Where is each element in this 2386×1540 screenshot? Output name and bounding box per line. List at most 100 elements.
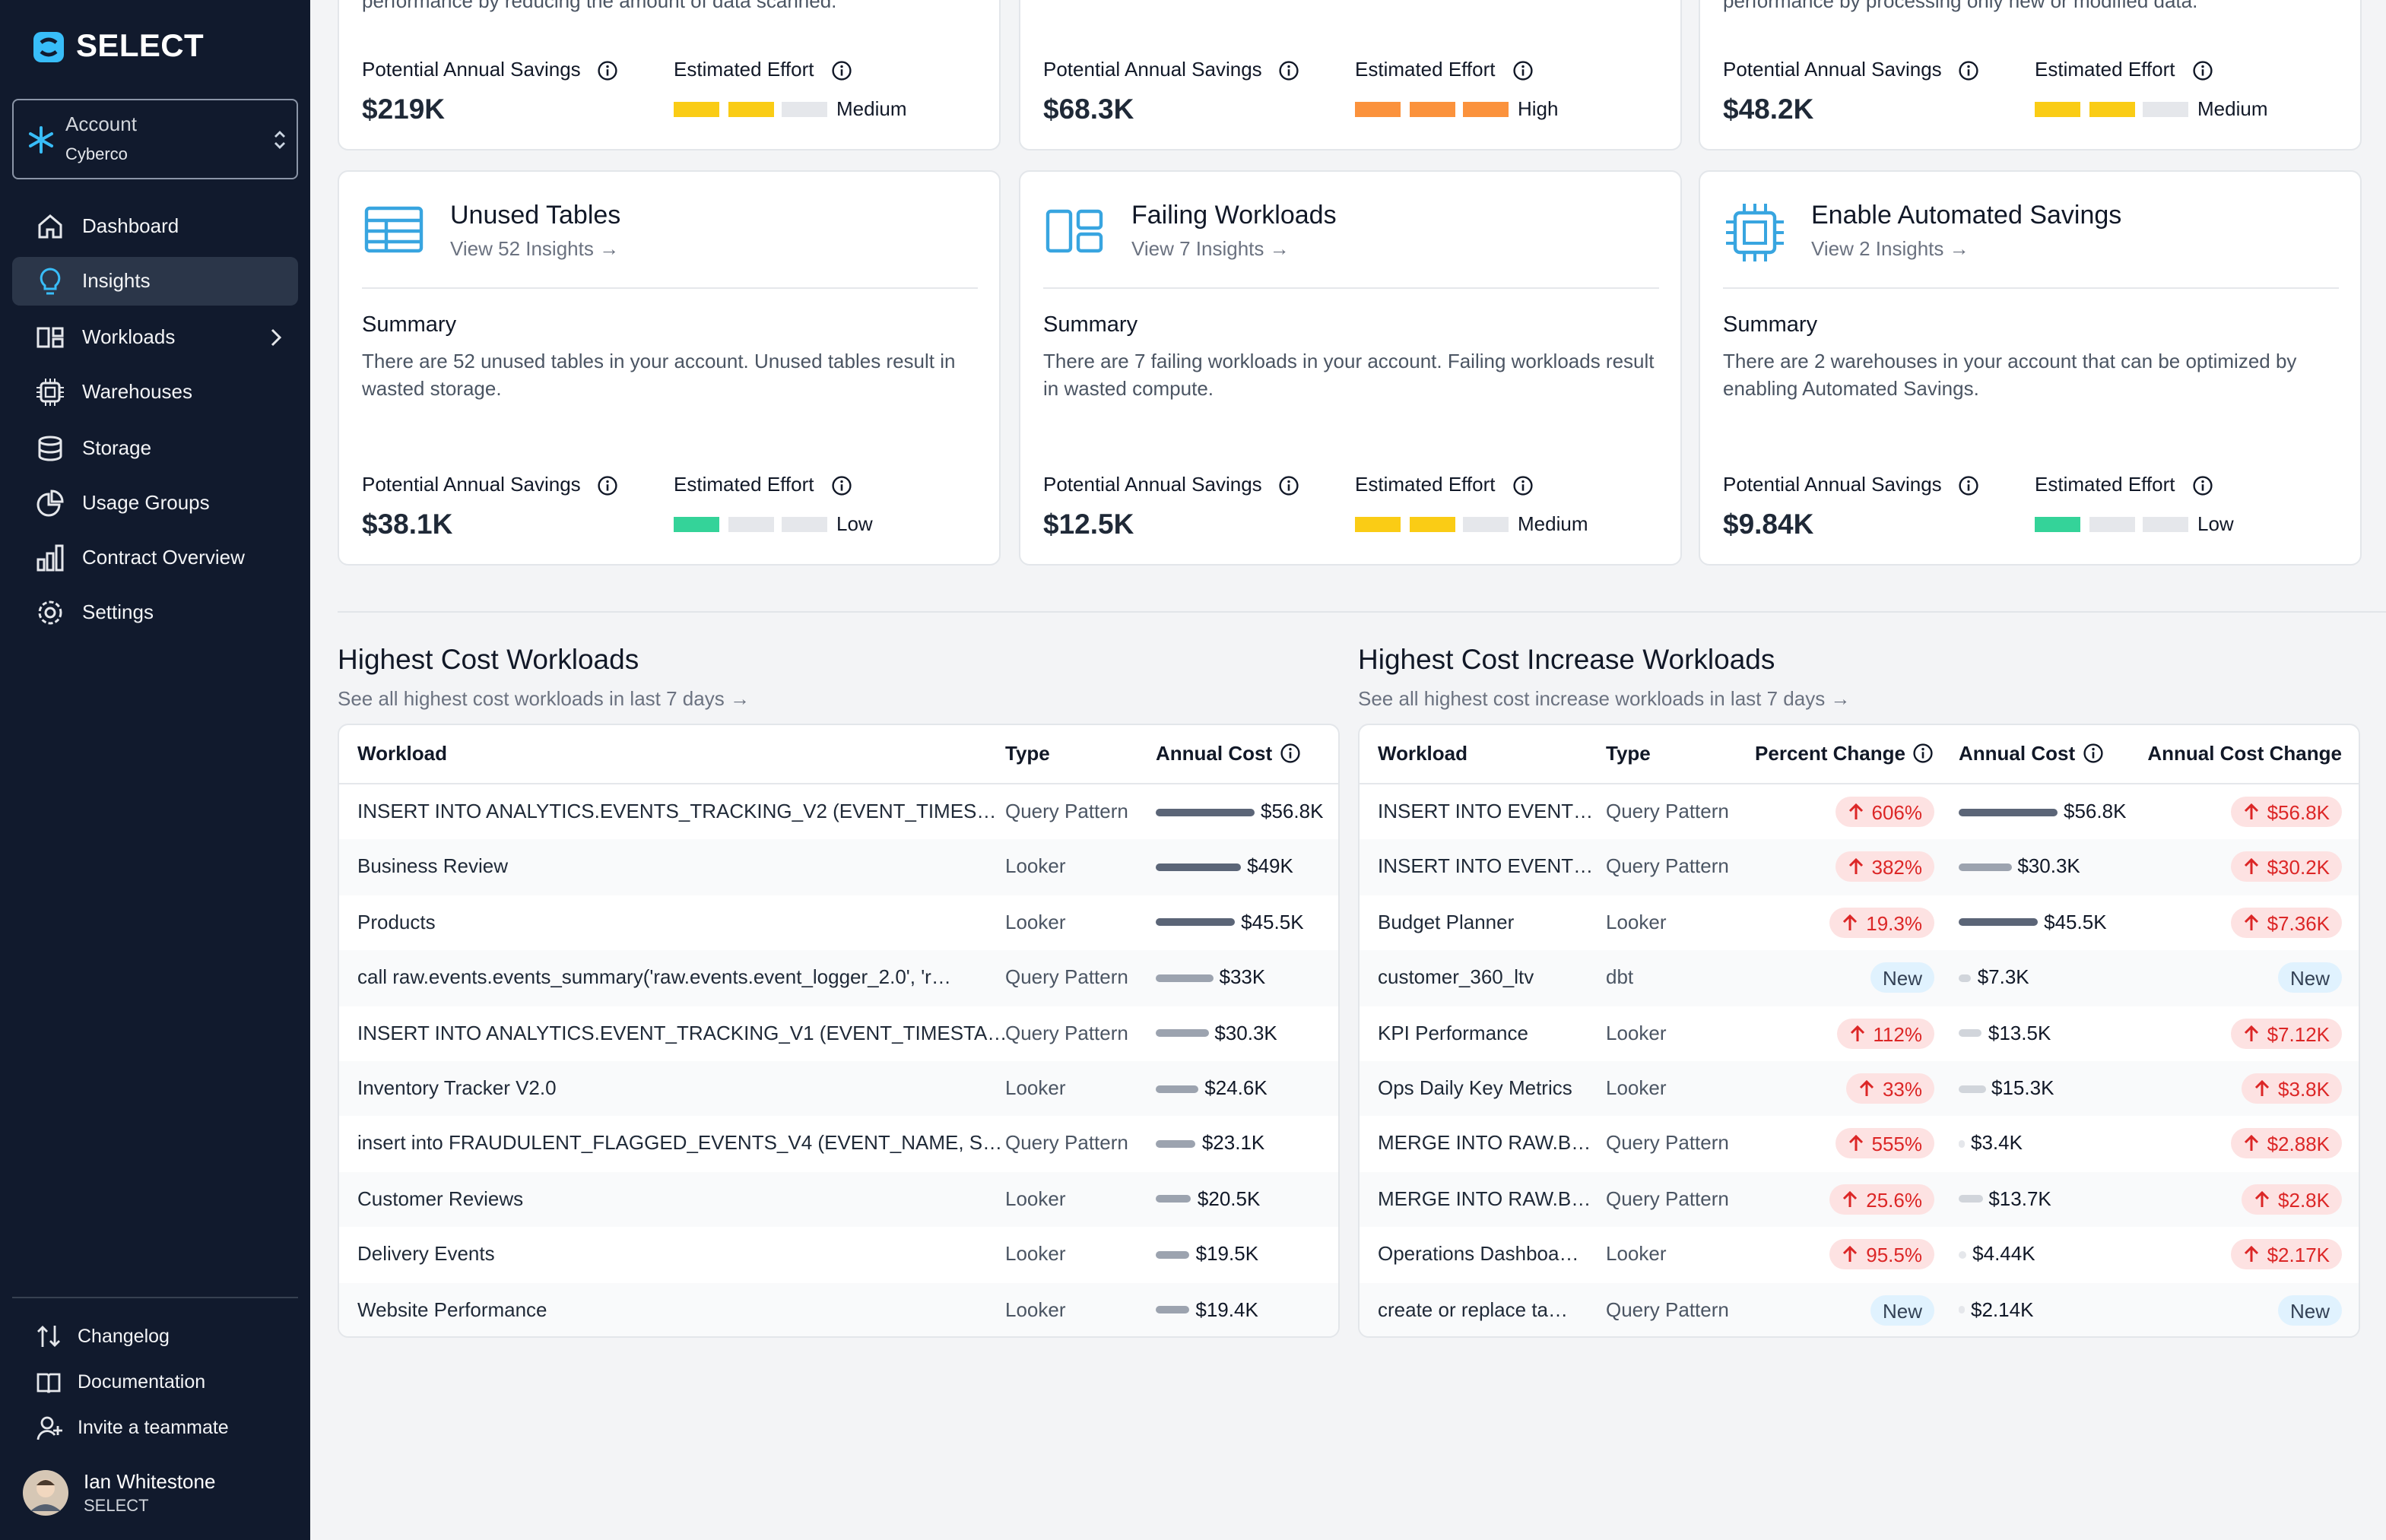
cost-label: $45.5K xyxy=(1241,910,1304,933)
nav-item[interactable]: Storage xyxy=(12,424,298,473)
badge-label: New xyxy=(1882,1299,1922,1323)
header-divider xyxy=(339,783,1338,784)
workload-name[interactable]: Operations Dashboa… xyxy=(1378,1242,1579,1266)
nav-item[interactable]: Settings xyxy=(12,588,298,637)
sidebar: SELECT Account Cyberco Dashboard Insights Wor… xyxy=(0,0,310,1540)
card-link[interactable]: View 52 Insights → xyxy=(450,237,620,260)
cost-bar xyxy=(1156,1029,1209,1038)
workload-name[interactable]: INSERT INTO EVENT… xyxy=(1378,800,1594,822)
card-link[interactable]: View 2 Insights → xyxy=(1811,237,1969,260)
workload-name[interactable]: Products xyxy=(357,910,436,933)
nav-label: Contract Overview xyxy=(82,546,245,569)
effort-segment xyxy=(2089,102,2134,117)
workload-name[interactable]: Business Review xyxy=(357,854,508,878)
insight-card[interactable]: Potential Annual Savings $68.3K Estimated … xyxy=(1019,0,1682,151)
nav-icon xyxy=(36,490,64,517)
table-row: Inventory Tracker V2.0 Looker $24.6K xyxy=(339,1061,1338,1117)
up-arrow xyxy=(2244,1135,2258,1152)
up-arrow xyxy=(2244,858,2258,875)
workload-name[interactable]: Customer Reviews xyxy=(357,1187,524,1210)
workload-name[interactable]: create or replace ta… xyxy=(1378,1298,1569,1321)
effort-segment xyxy=(2035,102,2080,117)
workload-name[interactable]: Delivery Events xyxy=(357,1242,495,1266)
cost-bar xyxy=(1959,1139,1965,1148)
insight-card[interactable]: performance by processing only new or mo… xyxy=(1699,0,2362,151)
nav-item[interactable]: Usage Groups xyxy=(12,479,298,528)
workload-type: Looker xyxy=(1005,1187,1066,1210)
nav-icon xyxy=(38,214,62,239)
change-badge: $56.8K xyxy=(2230,797,2342,827)
column-header-label: Annual Cost xyxy=(1156,742,1273,765)
nav-item[interactable]: Workloads xyxy=(12,313,298,362)
cost-label: $45.5K xyxy=(2044,910,2107,933)
workload-name[interactable]: MERGE INTO RAW.B… xyxy=(1378,1131,1591,1155)
workload-name[interactable]: INSERT INTO ANALYTICS.EVENT_TRACKING_V1 … xyxy=(357,1021,1007,1044)
table-row: Ops Daily Key Metrics Looker 33% $15.3K $3.8… xyxy=(1360,1061,2359,1117)
nav-item[interactable]: Insights xyxy=(12,257,298,306)
badge-label: 606% xyxy=(1871,801,1923,824)
workload-name[interactable]: MERGE INTO RAW.B… xyxy=(1378,1187,1591,1210)
nav-item[interactable]: Contract Overview xyxy=(12,534,298,582)
insight-card[interactable]: Unused Tables View 52 Insights → Summary Th… xyxy=(338,170,1001,566)
column-header-label: Percent Change xyxy=(1755,742,1905,765)
effort-segment xyxy=(1463,517,1509,532)
section-title: Highest Cost Increase Workloads xyxy=(1358,643,1775,675)
workload-type: Query Pattern xyxy=(1606,1131,1729,1155)
nav-label: Warehouses xyxy=(82,380,192,403)
effort-segment xyxy=(782,102,827,117)
effort-segment xyxy=(2143,517,2188,532)
workload-name[interactable]: customer_360_ltv xyxy=(1378,965,1534,989)
workload-name[interactable]: Budget Planner xyxy=(1378,910,1515,933)
summary-heading: Summary xyxy=(1043,313,1138,337)
card-icon xyxy=(1045,209,1103,253)
cost-label: $20.5K xyxy=(1197,1187,1261,1210)
up-arrow xyxy=(2254,1079,2270,1096)
sidebar-divider xyxy=(12,1297,298,1298)
up-arrow xyxy=(2244,1246,2258,1263)
footer-link[interactable]: Documentation xyxy=(12,1364,298,1400)
insight-card[interactable]: performance by reducing the amount of da… xyxy=(338,0,1001,151)
effort-segment xyxy=(782,517,827,532)
nav-icon xyxy=(36,544,64,572)
account-switcher[interactable]: Account Cyberco xyxy=(12,99,298,179)
column-header: Percent Change xyxy=(1755,742,1933,765)
cost-bar xyxy=(1959,1306,1965,1314)
nav-item[interactable]: Warehouses xyxy=(12,368,298,417)
savings-label: Potential Annual Savings xyxy=(1043,473,1262,496)
change-badge: 382% xyxy=(1835,851,1934,882)
footer-link[interactable]: Invite a teammate xyxy=(12,1409,298,1446)
user-org: SELECT xyxy=(84,1497,149,1516)
savings-value: $12.5K xyxy=(1043,508,1134,540)
table-row: Website Performance Looker $19.4K xyxy=(339,1282,1338,1336)
footer-icon xyxy=(37,1326,60,1347)
workload-name[interactable]: insert into FRAUDULENT_FLAGGED_EVENTS_V4… xyxy=(357,1131,1003,1155)
workload-name[interactable]: INSERT INTO ANALYTICS.EVENTS_TRACKING_V2… xyxy=(357,800,997,822)
effort-segment xyxy=(1409,102,1455,117)
info-icon xyxy=(1513,476,1533,496)
workload-name[interactable]: call raw.events.events_summary('raw.even… xyxy=(357,965,951,989)
change-badge: 33% xyxy=(1845,1073,1934,1104)
workload-name[interactable]: Website Performance xyxy=(357,1298,547,1321)
insight-card[interactable]: Enable Automated Savings View 2 Insights … xyxy=(1699,170,2362,566)
effort-label: Estimated Effort xyxy=(1355,473,1496,496)
column-header-label: Annual Cost xyxy=(1959,742,2076,765)
up-arrow xyxy=(1848,803,1863,819)
section-link[interactable]: See all highest cost increase workloads … xyxy=(1358,687,1851,710)
workload-name[interactable]: INSERT INTO EVENT… xyxy=(1378,854,1594,878)
workload-type: Query Pattern xyxy=(1005,1131,1128,1155)
table-row: INSERT INTO EVENT… Query Pattern 606% $56.8… xyxy=(1360,784,2359,840)
badge-label: $2.88K xyxy=(2267,1133,2330,1156)
change-badge: $30.2K xyxy=(2230,851,2342,882)
change-badge: $2.17K xyxy=(2230,1239,2342,1270)
workload-type: Looker xyxy=(1005,1242,1066,1266)
workload-name[interactable]: KPI Performance xyxy=(1378,1021,1528,1044)
table-row: Business Review Looker $49K xyxy=(339,839,1338,895)
section-link[interactable]: See all highest cost workloads in last 7… xyxy=(338,687,750,710)
insight-card[interactable]: Failing Workloads View 7 Insights → Summar… xyxy=(1019,170,1682,566)
effort-segment xyxy=(674,102,719,117)
workload-name[interactable]: Inventory Tracker V2.0 xyxy=(357,1076,557,1099)
nav-item[interactable]: Dashboard xyxy=(12,202,298,251)
card-link[interactable]: View 7 Insights → xyxy=(1131,237,1290,260)
footer-link[interactable]: Changelog xyxy=(12,1318,298,1355)
workload-name[interactable]: Ops Daily Key Metrics xyxy=(1378,1076,1572,1099)
